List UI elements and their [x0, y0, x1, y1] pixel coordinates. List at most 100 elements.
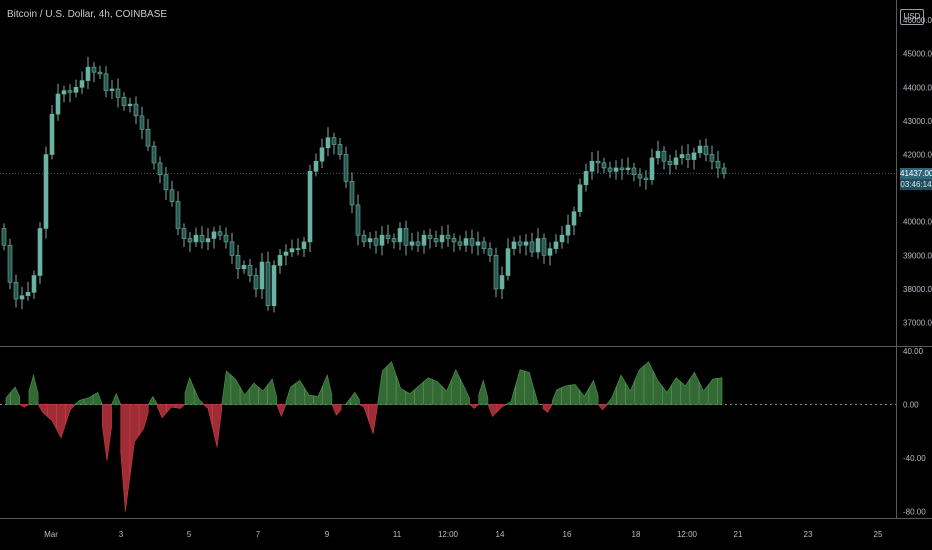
- candle-body: [505, 248, 511, 276]
- oscillator-segment: [239, 385, 250, 405]
- oscillator-segment: [285, 383, 296, 405]
- last-price-label: 41437.00: [900, 168, 932, 179]
- candle-body: [499, 275, 505, 290]
- oscillator-segment: [248, 382, 259, 405]
- oscillator-segment: [496, 404, 508, 413]
- candle-body: [337, 144, 343, 155]
- price-panel[interactable]: [0, 0, 932, 518]
- oscillator-segment: [450, 368, 461, 405]
- candle-body: [73, 86, 79, 93]
- candle-body: [553, 241, 559, 249]
- oscillator-segment: [441, 380, 452, 405]
- price-tick-label: 44000.00: [903, 83, 932, 92]
- chart-title: Bitcoin / U.S. Dollar, 4h, COINBASE: [7, 9, 168, 20]
- price-tick-label: 38000.00: [903, 285, 932, 294]
- oscillator-segment: [533, 388, 543, 405]
- oscillator-tick-label: -80.00: [903, 507, 926, 516]
- oscillator-panel[interactable]: [0, 403, 932, 519]
- oscillator-segment: [542, 404, 553, 413]
- candle-body: [361, 234, 367, 243]
- oscillator-segment: [322, 374, 333, 405]
- candle-body: [445, 234, 451, 239]
- oscillator-segment: [166, 404, 177, 414]
- candle-body: [619, 167, 625, 170]
- candle-body: [55, 93, 61, 115]
- price-tick-label: 39000.00: [903, 251, 932, 260]
- oscillator-segment: [221, 370, 232, 405]
- candle-body: [439, 234, 445, 243]
- oscillator-segment: [120, 404, 131, 512]
- candle-body: [205, 238, 211, 243]
- candle-body: [649, 157, 655, 181]
- oscillator-segment: [707, 378, 718, 405]
- candle-body: [451, 238, 457, 243]
- candle-body: [43, 154, 49, 229]
- oscillator-segment: [561, 384, 571, 405]
- oscillator-segment: [505, 385, 516, 405]
- candle-body: [181, 228, 187, 239]
- oscillator-segment: [377, 365, 388, 405]
- candle-body: [193, 234, 199, 243]
- candle-body: [103, 73, 109, 91]
- candle-body: [145, 129, 151, 147]
- candle-body: [325, 137, 331, 149]
- candle-body: [211, 231, 217, 239]
- time-tick-label: 18: [632, 530, 641, 539]
- candle-body: [529, 241, 535, 253]
- time-tick-label: 25: [874, 530, 883, 539]
- oscillator-segment: [368, 404, 379, 434]
- bar-countdown-label: 03:46:14: [900, 179, 932, 190]
- candle-body: [169, 189, 175, 202]
- candle-body: [685, 154, 691, 160]
- candle-body: [253, 275, 259, 290]
- candle-body: [127, 103, 133, 107]
- candle-body: [283, 251, 289, 256]
- candle-body: [91, 66, 97, 73]
- oscillator-segment: [341, 397, 351, 405]
- candle-body: [235, 255, 241, 270]
- candle-body: [157, 162, 163, 175]
- oscillator-segment: [184, 376, 195, 405]
- candle-body: [229, 241, 235, 256]
- price-axis[interactable]: 45000.00 44000.00 43000.00 42000.00 40000.00…: [903, 16, 932, 516]
- oscillator-tick-label: 40.00: [903, 347, 924, 356]
- currency-selector[interactable]: USD: [900, 9, 924, 25]
- price-tick-label: 37000.00: [903, 319, 932, 328]
- oscillator-segment: [18, 404, 31, 408]
- candle-body: [247, 265, 253, 276]
- oscillator-segment: [349, 391, 360, 405]
- candle-body: [385, 234, 391, 239]
- candle-body: [487, 248, 493, 256]
- candle-body: [7, 244, 13, 283]
- candle-body: [517, 241, 523, 246]
- oscillator-segment: [460, 378, 470, 405]
- candle-body: [79, 80, 85, 88]
- oscillator-segment: [212, 404, 223, 448]
- candle-body: [571, 211, 577, 226]
- candle-body: [679, 154, 685, 159]
- candle-body: [109, 88, 115, 91]
- oscillator-segment: [606, 386, 617, 405]
- oscillator-segment: [276, 404, 287, 418]
- time-axis[interactable]: Mar 3 5 7 9 11 12:00 14 16 18 12:00 21 23 25: [44, 530, 883, 539]
- candle-body: [481, 241, 487, 249]
- oscillator-tick-label: 0.00: [903, 400, 919, 409]
- candle-body: [355, 204, 361, 236]
- candle-body: [331, 137, 337, 145]
- candle-body: [463, 238, 469, 246]
- time-tick-label: 12:00: [438, 530, 459, 539]
- candle-body: [277, 255, 283, 266]
- oscillator-series: [5, 361, 723, 512]
- oscillator-segment: [524, 370, 535, 405]
- time-tick-label: 16: [563, 530, 572, 539]
- candle-body: [409, 241, 415, 246]
- candle-body: [433, 238, 439, 243]
- candle-body: [673, 157, 679, 165]
- candle-body: [631, 167, 637, 175]
- candle-body: [25, 292, 31, 296]
- oscillator-segment: [258, 384, 268, 405]
- oscillator-segment: [147, 395, 158, 405]
- candle-body: [427, 234, 433, 239]
- candle-body: [559, 234, 565, 243]
